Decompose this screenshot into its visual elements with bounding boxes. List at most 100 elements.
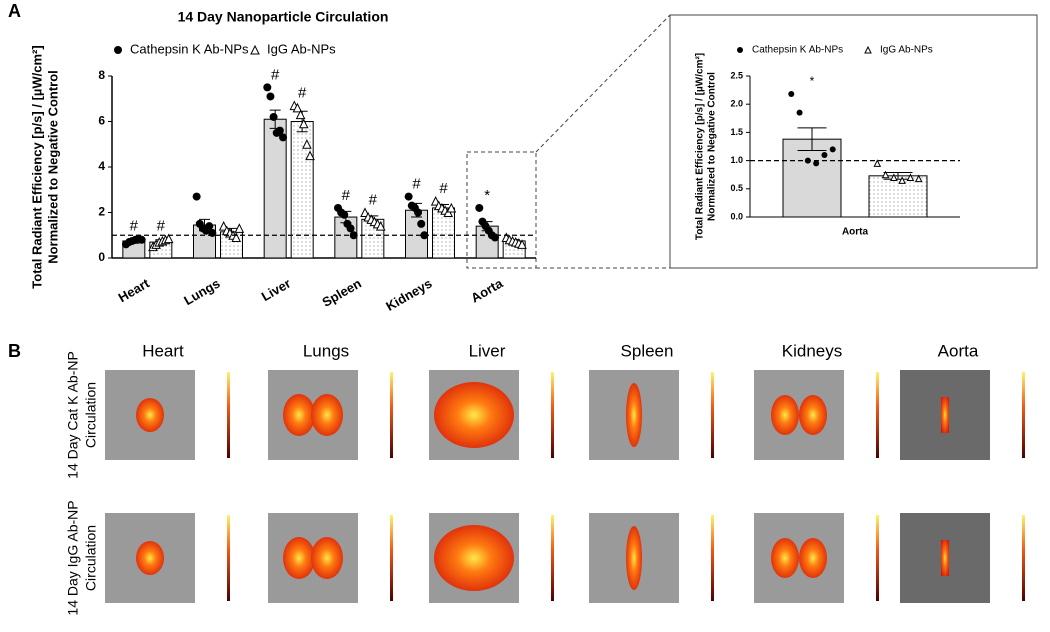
data-point [205, 222, 214, 231]
significance-mark: # [157, 218, 166, 235]
data-point [821, 151, 828, 158]
legend-label: IgG Ab-NPs [880, 45, 933, 56]
data-point [279, 133, 288, 142]
legend-label: Cathepsin K Ab-NPs [130, 41, 249, 56]
row-label: 14 Day IgG Ab-NP [65, 500, 81, 615]
data-point [234, 223, 245, 233]
y-tick-label: 6 [98, 114, 105, 128]
data-point [417, 219, 426, 228]
data-point [266, 92, 275, 101]
organ-signal [771, 538, 827, 578]
data-point [292, 102, 303, 113]
x-tick-label: Aorta [842, 227, 869, 238]
panel-b: Heart Lungs Liver Spleen Kidneys Aorta 14 Day … [65, 341, 1025, 616]
significance-mark: * [484, 187, 490, 204]
organ-signal [136, 541, 164, 575]
color-scale [390, 515, 393, 601]
color-scale [551, 372, 554, 458]
data-point [414, 208, 423, 217]
data-point [192, 192, 201, 201]
color-scale [551, 515, 554, 601]
bar [782, 138, 842, 218]
column-header: Heart [142, 341, 184, 360]
y-tick-label: 4 [98, 159, 105, 173]
data-point [137, 235, 146, 244]
panel-label: A [8, 1, 21, 21]
y-tick-label: 2.5 [730, 70, 743, 80]
legend-marker [737, 47, 743, 53]
column-header: Aorta [938, 341, 979, 360]
bar [290, 121, 314, 259]
data-point [517, 239, 527, 249]
organ-signal [626, 383, 642, 447]
y-tick-label: 0 [98, 250, 105, 264]
organ-signal [941, 540, 949, 576]
data-point [906, 173, 915, 182]
data-point [829, 146, 836, 153]
data-point [890, 173, 898, 182]
data-point [231, 232, 242, 243]
color-scale [1022, 515, 1025, 601]
organ-signal [434, 525, 514, 591]
organ-signal [771, 395, 827, 435]
organ-signal [626, 526, 642, 590]
significance-mark: # [412, 176, 421, 193]
bar [868, 175, 928, 218]
significance-mark: # [271, 66, 280, 83]
data-point [263, 83, 272, 92]
significance-mark: # [369, 191, 378, 208]
significance-mark: # [342, 187, 351, 204]
data-point [340, 210, 349, 219]
organ-signal [283, 394, 343, 436]
y-tick-label: 2 [98, 205, 105, 219]
data-point [446, 202, 457, 213]
data-point [298, 118, 309, 129]
data-point [346, 224, 355, 233]
row-label: 14 Day Cat K Ab-NP [65, 351, 81, 479]
x-tick-label: Heart [116, 275, 153, 305]
y-axis-label: Total Radiant Efficiency [p/s] / [µW/cm²… [695, 53, 706, 240]
y-axis-label: Normalized to Negative Control [45, 70, 60, 264]
column-header: Liver [469, 341, 506, 360]
color-scale [227, 372, 230, 458]
column-header: Spleen [621, 341, 674, 360]
zoom-connector [535, 14, 671, 153]
data-point [295, 109, 306, 120]
data-point [163, 233, 174, 244]
y-axis-label: Normalized to Negative Control [707, 72, 718, 221]
data-point [796, 109, 803, 116]
x-tick-label: Lungs [181, 276, 222, 308]
data-point [302, 139, 312, 149]
legend-marker [864, 45, 872, 54]
organ-signal [283, 537, 343, 579]
color-scale [227, 515, 230, 601]
data-point [305, 150, 315, 161]
column-header: Kidneys [782, 341, 842, 360]
y-tick-label: 0.0 [730, 211, 743, 221]
column-header: Lungs [303, 341, 349, 360]
y-tick-label: 1.5 [730, 127, 743, 137]
color-scale [711, 372, 714, 458]
chart-title: 14 Day Nanoparticle Circulation [178, 9, 389, 25]
inset-frame [669, 14, 1038, 269]
panel-label: B [8, 341, 21, 361]
color-scale [876, 515, 879, 601]
legend-marker [250, 44, 260, 55]
y-tick-label: 8 [98, 68, 105, 82]
legend-label: IgG Ab-NPs [267, 41, 336, 56]
significance-mark: # [298, 85, 307, 102]
data-point [813, 160, 820, 167]
x-tick-label: Kidneys [383, 276, 434, 314]
color-scale [390, 372, 393, 458]
zoom-box [466, 151, 537, 269]
y-tick-label: 2.0 [730, 99, 743, 109]
data-point [475, 203, 484, 212]
y-tick-label: 1.0 [730, 155, 743, 165]
data-point [898, 176, 906, 184]
row-label: Circulation [83, 382, 99, 448]
significance-mark: # [130, 218, 139, 235]
significance-mark: * [810, 74, 815, 88]
x-tick-label: Liver [259, 276, 293, 305]
